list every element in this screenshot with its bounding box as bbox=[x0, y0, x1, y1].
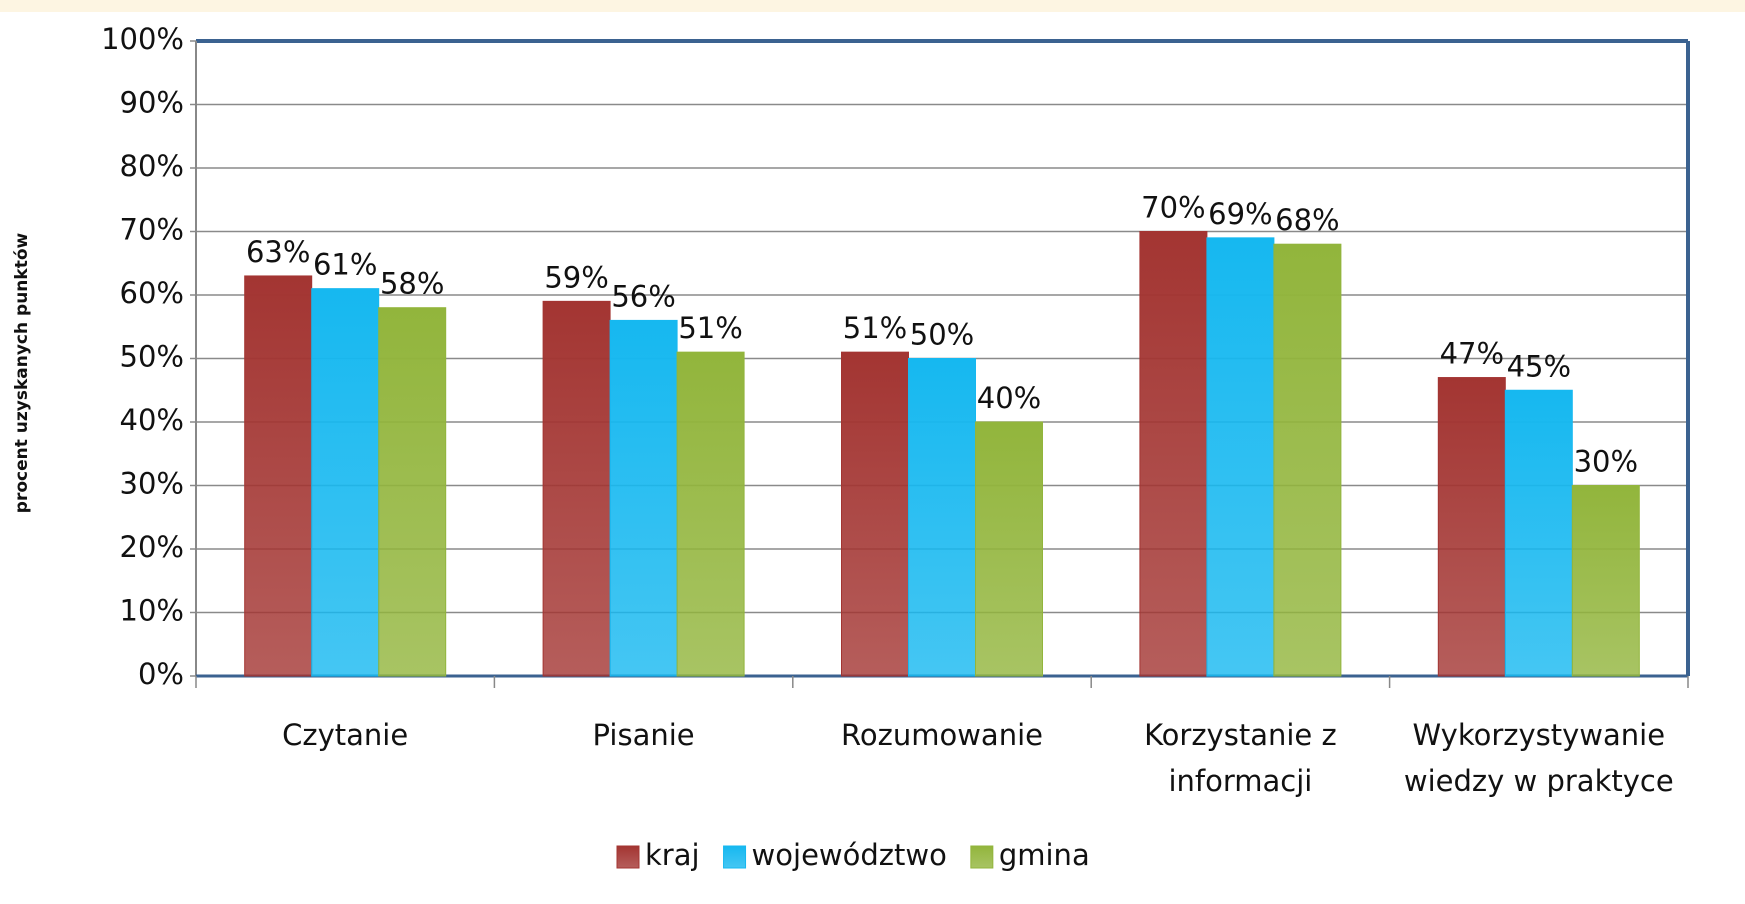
y-tick-label: 0% bbox=[138, 657, 184, 691]
x-tick-label: Rozumowanie bbox=[841, 718, 1043, 752]
legend-swatch bbox=[723, 845, 747, 869]
bar bbox=[1206, 237, 1275, 677]
legend-swatch bbox=[616, 845, 640, 869]
data-label: 63% bbox=[246, 235, 310, 269]
bar bbox=[908, 358, 976, 677]
bar bbox=[1504, 389, 1573, 677]
bar bbox=[1571, 485, 1640, 677]
data-label: 51% bbox=[678, 311, 742, 345]
data-label: 40% bbox=[977, 381, 1041, 415]
y-axis-title: procent uzyskanych punktów bbox=[12, 232, 32, 513]
data-label: 30% bbox=[1574, 445, 1638, 479]
bar bbox=[676, 351, 745, 677]
y-tick-label: 100% bbox=[101, 22, 184, 56]
bar bbox=[542, 300, 611, 677]
bar bbox=[609, 319, 678, 677]
bar bbox=[244, 275, 313, 677]
data-label: 45% bbox=[1507, 349, 1571, 383]
bar bbox=[1139, 231, 1208, 677]
data-label: 70% bbox=[1141, 191, 1205, 225]
bar bbox=[975, 421, 1043, 677]
bar bbox=[1437, 377, 1506, 677]
data-label: 50% bbox=[910, 318, 974, 352]
y-tick-label: 50% bbox=[120, 340, 184, 374]
legend-label: gmina bbox=[999, 838, 1090, 872]
data-label: 69% bbox=[1208, 197, 1272, 231]
data-label: 56% bbox=[611, 279, 675, 313]
x-tick-label: Wykorzystywanie wiedzy w praktyce bbox=[1403, 718, 1674, 798]
top-band bbox=[0, 0, 1745, 12]
y-tick-label: 20% bbox=[120, 530, 184, 564]
legend-label: województwo bbox=[752, 838, 947, 872]
bar bbox=[1273, 243, 1342, 677]
data-label: 47% bbox=[1440, 337, 1504, 371]
bar bbox=[311, 288, 380, 677]
y-tick-label: 30% bbox=[120, 467, 184, 501]
y-tick-label: 10% bbox=[120, 594, 184, 628]
data-label: 58% bbox=[380, 267, 444, 301]
bar bbox=[378, 307, 447, 677]
y-tick-label: 90% bbox=[120, 86, 184, 120]
data-label: 61% bbox=[313, 248, 377, 282]
data-label: 59% bbox=[544, 260, 608, 294]
y-tick-label: 80% bbox=[120, 149, 184, 183]
data-label: 51% bbox=[843, 311, 907, 345]
x-tick-label: Czytanie bbox=[282, 718, 409, 752]
x-tick-label: Pisanie bbox=[592, 718, 695, 752]
y-tick-label: 70% bbox=[120, 213, 184, 247]
x-tick-label: Korzystanie z informacji bbox=[1144, 718, 1337, 798]
legend-label: kraj bbox=[645, 838, 700, 872]
data-label: 68% bbox=[1275, 203, 1339, 237]
y-tick-label: 60% bbox=[120, 276, 184, 310]
legend-swatch bbox=[970, 845, 994, 869]
bar bbox=[841, 351, 909, 677]
y-tick-label: 40% bbox=[120, 403, 184, 437]
